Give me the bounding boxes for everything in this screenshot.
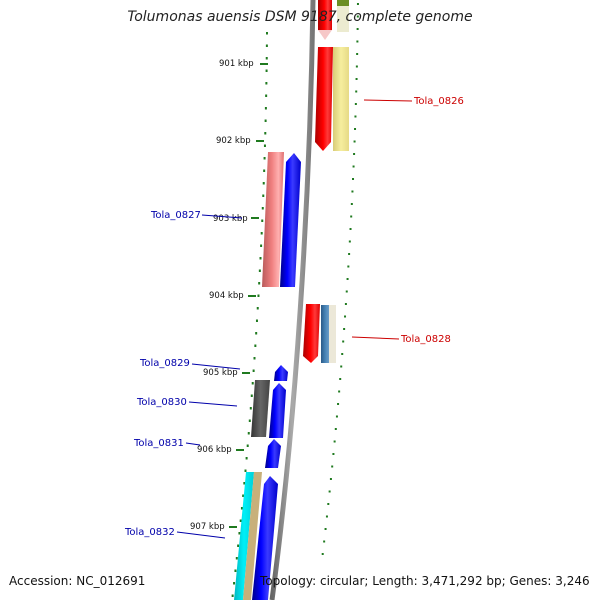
gene-label-tola-0828[interactable]: Tola_0828 <box>400 334 451 345</box>
gene-tola-0832-cyan <box>234 472 254 600</box>
gene-top-red <box>318 0 332 30</box>
gene-tola-0828-red <box>303 304 320 363</box>
gene-tola-0831-blue <box>265 439 281 468</box>
outer-tick-ring <box>321 3 359 555</box>
gene-label-tola-0830[interactable]: Tola_0830 <box>136 397 187 408</box>
gene-label-tola-0831[interactable]: Tola_0831 <box>133 438 184 449</box>
gene-top-olive <box>337 0 349 6</box>
gene-tola-0830-blue <box>269 383 286 438</box>
callout-line-tola-0832 <box>176 531 226 539</box>
gene-tola-0827-pseudo <box>262 152 284 287</box>
kbp-tick-label: 901 kbp <box>219 59 254 69</box>
callout-line-tola-0827 <box>201 214 243 219</box>
gene-tola-0828-pale <box>329 305 336 363</box>
genome-summary-text: Topology: circular; Length: 3,471,292 bp… <box>260 574 590 588</box>
kbp-tick-label: 907 kbp <box>190 522 225 532</box>
gene-top-pink-arrow <box>318 30 332 40</box>
callout-line-tola-0829 <box>191 363 241 370</box>
gene-tola-0830-gray <box>251 380 270 437</box>
callout-line-tola-0828 <box>351 336 400 340</box>
map-title: Tolumonas auensis DSM 9187, complete gen… <box>127 9 473 25</box>
gene-tola-0826-red <box>315 47 333 151</box>
kbp-tick-label: 904 kbp <box>209 291 244 301</box>
kbp-tick-label: 906 kbp <box>197 445 232 455</box>
gene-callouts: Tola_0826 Tola_0827 Tola_0828 Tola_0829 … <box>124 96 464 539</box>
accession-text: Accession: NC_012691 <box>9 574 146 588</box>
gene-tola-0828-steel <box>321 305 329 363</box>
gene-tola-0826-pale <box>333 47 349 151</box>
callout-line-tola-0830 <box>188 401 238 407</box>
gene-tola-0829-blue <box>274 365 288 381</box>
gene-tola-0832-tan <box>243 472 262 600</box>
chromosome-backbone <box>269 0 316 600</box>
gene-label-tola-0832[interactable]: Tola_0832 <box>124 527 175 538</box>
callout-line-tola-0831 <box>185 442 201 446</box>
gene-tola-0832-blue <box>252 476 278 600</box>
gene-top-pale <box>337 6 349 32</box>
kbp-tick-label: 905 kbp <box>203 368 238 378</box>
kbp-tick-label: 903 kbp <box>213 214 248 224</box>
kbp-tick-label: 902 kbp <box>216 136 251 146</box>
inner-tick-ring <box>231 32 268 597</box>
gene-label-tola-0829[interactable]: Tola_0829 <box>139 358 190 369</box>
gene-label-tola-0827[interactable]: Tola_0827 <box>150 210 201 221</box>
callout-line-tola-0826 <box>363 99 413 102</box>
gene-label-tola-0826[interactable]: Tola_0826 <box>413 96 464 107</box>
gene-tola-0827-blue <box>280 153 301 287</box>
